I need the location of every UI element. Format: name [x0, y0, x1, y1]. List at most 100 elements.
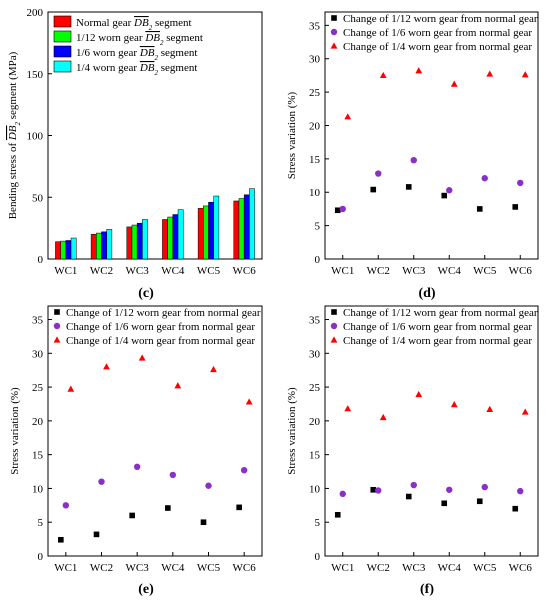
point-circ-WC4: [446, 187, 453, 194]
legend-marker-circ: [330, 322, 338, 330]
point-circ-WC3: [410, 481, 417, 489]
y-tick-label: 0: [38, 551, 44, 563]
y-tick-label: 25: [309, 382, 321, 394]
y-tick-label: 5: [315, 517, 321, 529]
x-tick-label: WC3: [402, 265, 426, 277]
y-axis-label: Stress variation (%): [286, 91, 298, 179]
legend-label-tri: Change of 1/4 worn gear from normal gear: [343, 41, 532, 53]
point-sq-WC3: [405, 184, 412, 190]
point-sq-WC1: [334, 511, 341, 518]
x-tick-label: WC1: [331, 562, 354, 574]
y-axis-label: Stress variation (%): [9, 387, 21, 475]
y-tick-label: 5: [315, 221, 321, 233]
point-tri-WC6: [521, 408, 529, 415]
legend-swatch-w16: [53, 45, 72, 58]
point-sq-WC5: [476, 498, 483, 505]
bar-w12-WC6: [238, 198, 245, 260]
legend-label-circ: Change of 1/6 worn gear from normal gear: [66, 321, 255, 333]
y-tick-label: 5: [38, 517, 44, 529]
legend-marker-sq: [331, 15, 337, 21]
chart-panel-e: 0 5 10 15 20 25 30 35 WC1 WC2 WC3 WC4 WC5 WC6 Stress v…: [9, 305, 263, 597]
x-tick-label: WC5: [197, 265, 221, 277]
bar-w14-WC6: [249, 188, 255, 260]
point-sq-WC6: [512, 505, 519, 512]
bar-normal-WC4: [162, 219, 168, 260]
point-circ-WC4: [446, 486, 453, 493]
x-tick-label: WC3: [126, 265, 150, 277]
legend-label-w12: 1/12 worn gear DB2 segment: [76, 32, 203, 47]
point-tri-WC4: [174, 382, 182, 389]
x-tick-label: WC2: [367, 562, 390, 574]
point-circ-WC6: [517, 487, 524, 495]
point-tri-WC5: [486, 70, 494, 77]
point-tri-WC3: [415, 67, 423, 74]
y-tick-label: 30: [309, 54, 321, 66]
point-circ-WC4: [169, 471, 177, 479]
legend-label-normal: Normal gear DB2 segment: [76, 17, 192, 32]
legend-marker-circ: [330, 28, 338, 36]
legend-label-w16: 1/6 worn gear DB2 segment: [76, 47, 197, 62]
point-circ-WC6: [517, 179, 524, 187]
bar-w16-WC2: [101, 231, 107, 260]
legend-label-tri: Change of 1/4 worn gear from normal gear: [66, 335, 255, 347]
point-sq-WC3: [405, 493, 412, 500]
point-tri-WC6: [245, 398, 253, 405]
x-tick-label: WC6: [509, 562, 533, 574]
x-tick-label: WC6: [233, 562, 257, 574]
point-sq-WC4: [441, 192, 448, 199]
legend-marker-sq: [331, 309, 337, 315]
point-circ-WC1: [339, 490, 346, 498]
y-tick-label: 50: [32, 192, 44, 204]
plot-frame: [324, 305, 539, 557]
point-sq-WC5: [476, 206, 483, 212]
legend-marker-circ: [53, 322, 61, 330]
point-sq-WC2: [370, 186, 377, 193]
point-circ-WC3: [133, 463, 141, 471]
bar-w12-WC4: [167, 216, 174, 260]
point-tri-WC6: [521, 71, 529, 78]
y-tick-label: 0: [315, 551, 321, 563]
y-tick-label: 35: [309, 315, 321, 327]
point-sq-WC4: [165, 505, 171, 511]
bar-w14-WC2: [106, 229, 113, 260]
y-tick-label: 20: [309, 416, 321, 428]
y-tick-label: 15: [309, 450, 321, 462]
point-tri-WC1: [344, 405, 352, 412]
legend-label-sq: Change of 1/12 worn gear from normal gea…: [343, 307, 538, 319]
point-tri-WC2: [379, 413, 387, 421]
bar-normal-WC2: [90, 234, 97, 260]
point-circ-WC5: [481, 175, 488, 182]
point-tri-WC5: [210, 365, 217, 373]
bar-w16-WC5: [208, 201, 214, 260]
legend-marker-tri: [330, 336, 338, 343]
legend-swatch-normal: [53, 15, 72, 28]
point-sq-WC3: [129, 512, 135, 519]
x-tick-label: WC5: [473, 562, 497, 574]
legend-swatch-w12: [53, 30, 72, 43]
y-tick-label: 0: [38, 254, 44, 266]
bar-w12-WC3: [131, 224, 138, 260]
x-tick-label: WC5: [473, 265, 497, 277]
chart-panel-d: 0 5 10 15 20 25 30 35 WC1 WC2 WC3 WC4 WC5 WC6 Stress v…: [286, 11, 539, 301]
bar-w16-WC3: [136, 222, 143, 260]
y-tick-label: 10: [309, 187, 321, 199]
point-tri-WC4: [450, 80, 458, 87]
panel-label: (e): [138, 582, 154, 597]
x-tick-label: WC4: [438, 265, 462, 277]
y-tick-label: 30: [309, 348, 321, 360]
plot-frame: [47, 305, 263, 557]
point-sq-WC5: [200, 519, 207, 526]
bar-normal-WC5: [197, 208, 204, 260]
point-tri-WC4: [450, 401, 458, 408]
bar-normal-WC1: [55, 241, 61, 260]
legend-label-sq: Change of 1/12 worn gear from normal gea…: [66, 307, 261, 319]
bar-w14-WC1: [70, 237, 77, 260]
bar-w12-WC5: [203, 205, 209, 260]
chart-panel-c: 0 50 100 150 200 WC1 WC2 WC3 WC4 WC5 WC6 Bending st…: [7, 7, 263, 301]
y-axis-label: Stress variation (%): [286, 387, 298, 475]
legend-marker-tri: [330, 42, 338, 49]
bar-normal-WC3: [126, 226, 133, 260]
point-tri-WC5: [486, 405, 494, 412]
x-tick-label: WC4: [161, 562, 185, 574]
